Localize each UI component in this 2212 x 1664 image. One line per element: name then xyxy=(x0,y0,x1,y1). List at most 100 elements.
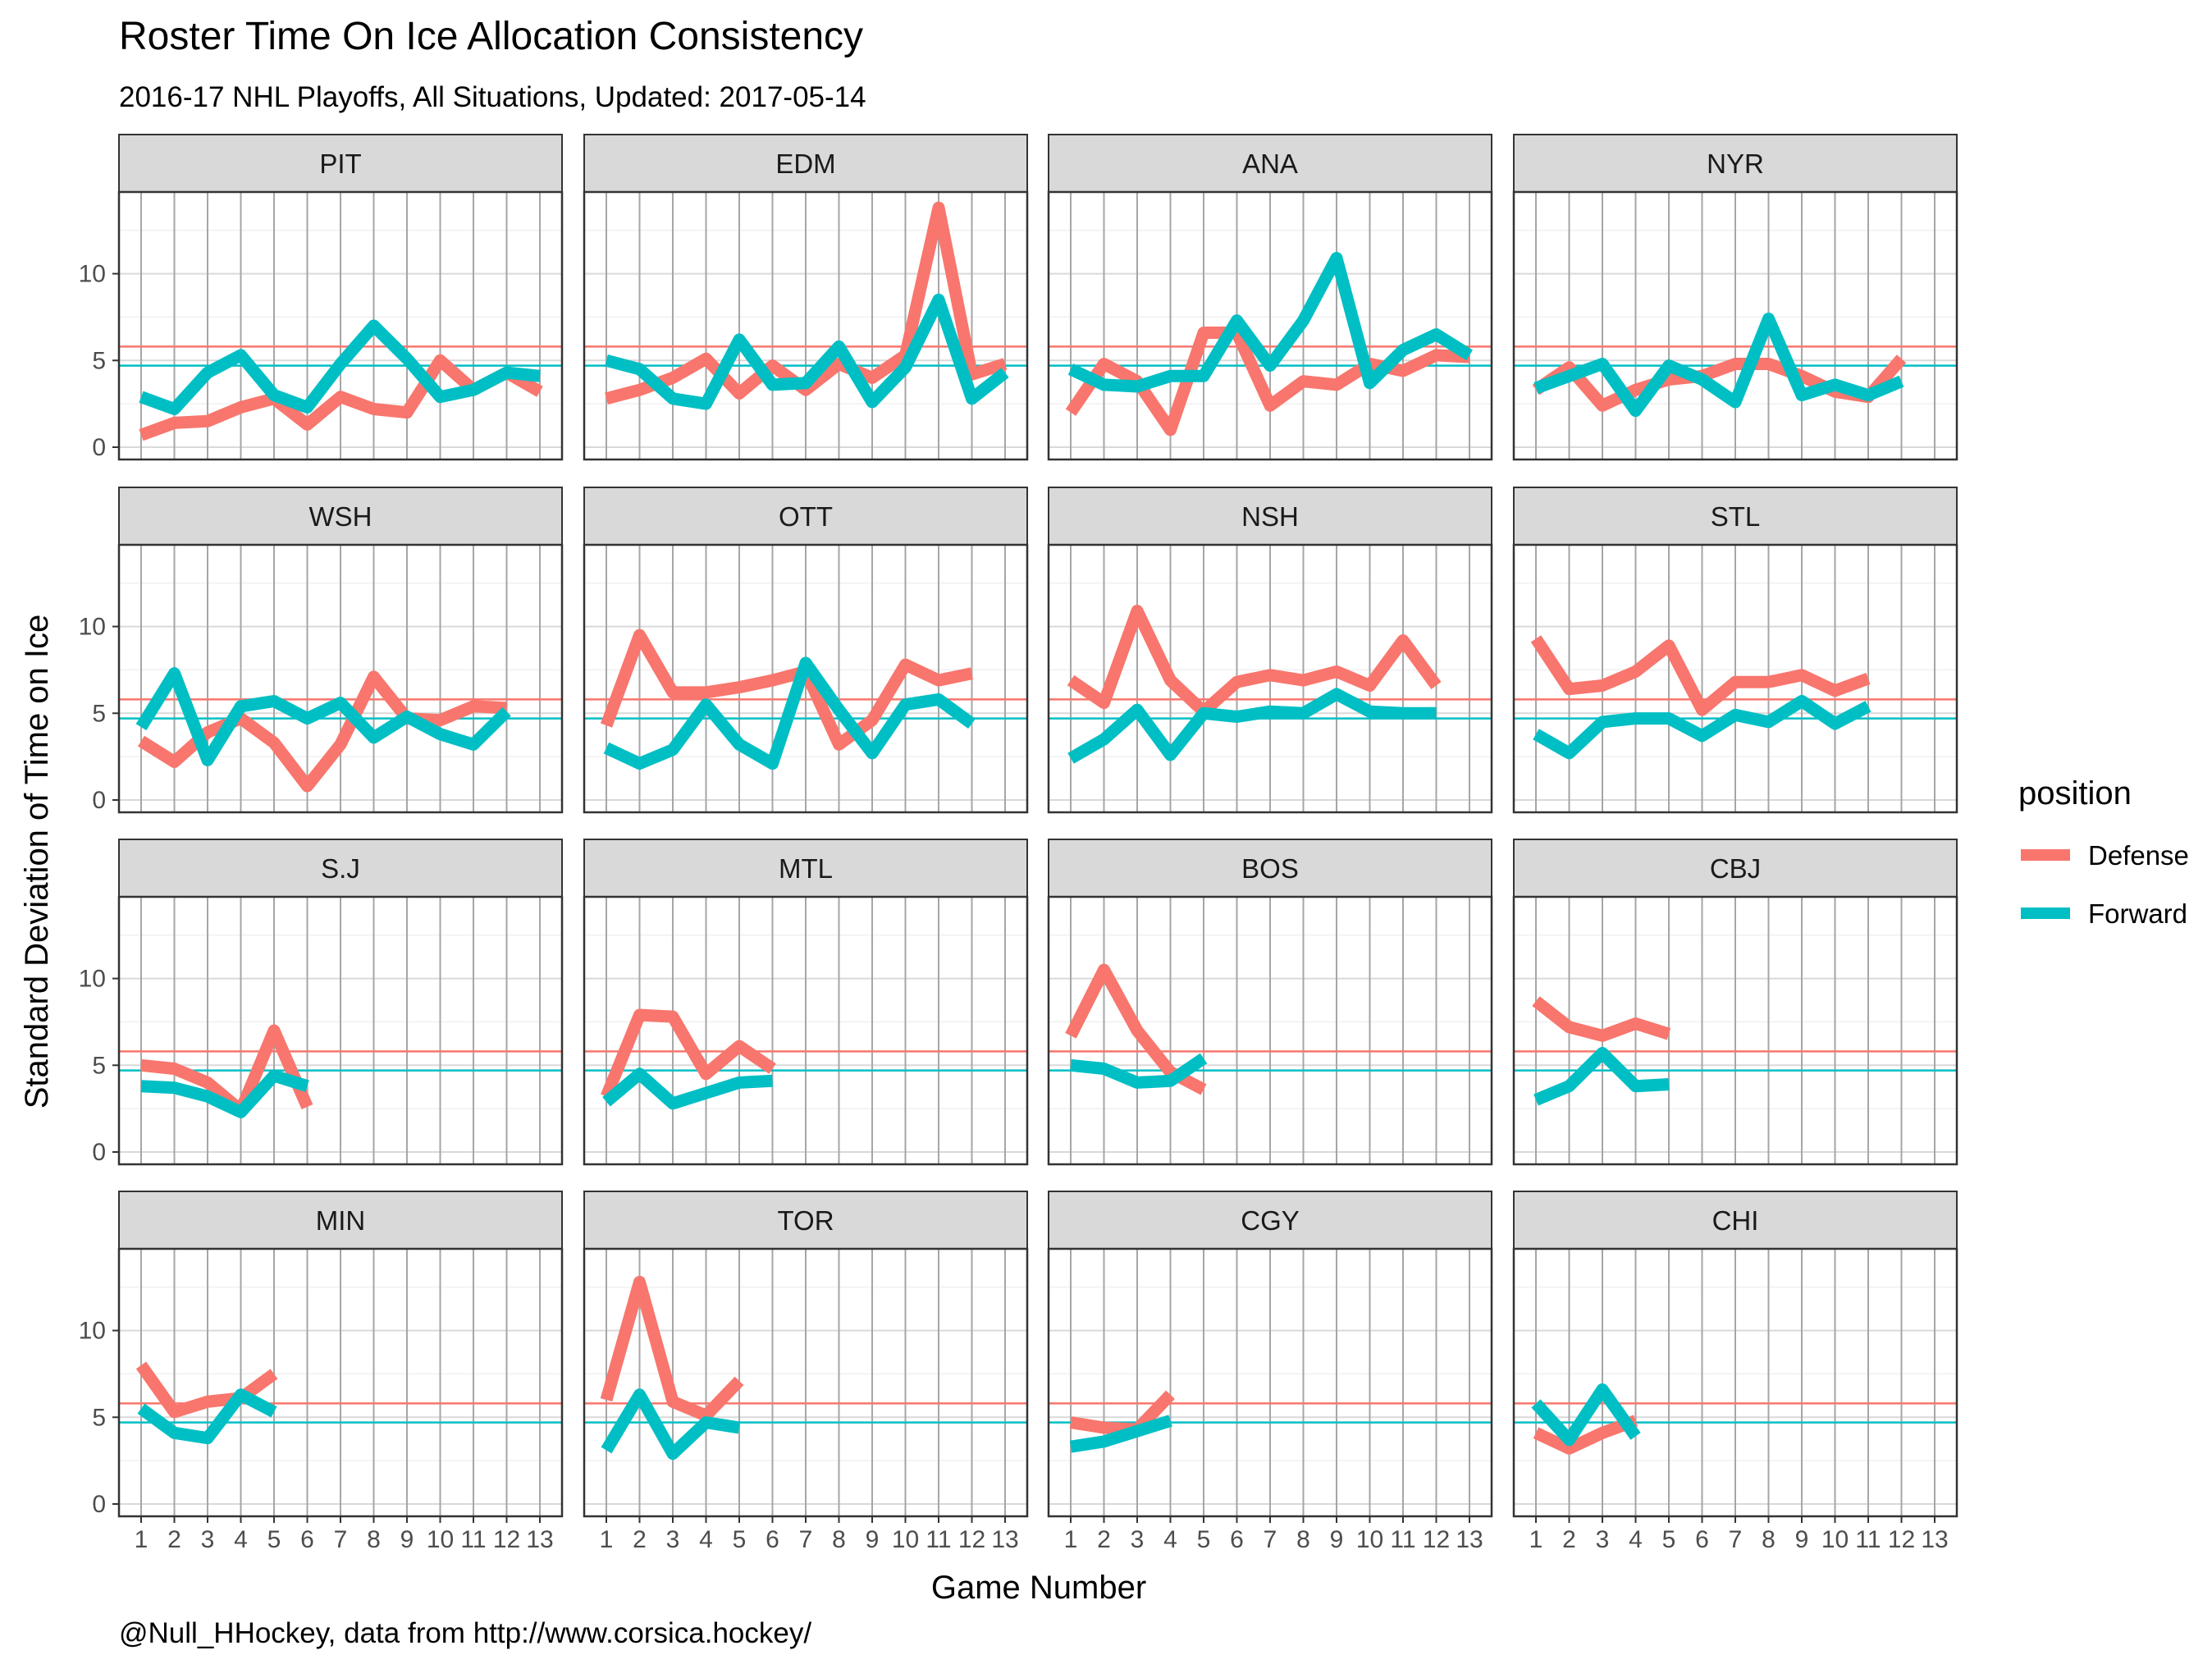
strip-label-chi: CHI xyxy=(1712,1205,1759,1236)
panel-cbj: CBJ xyxy=(1512,839,1958,1166)
legend: position Defense Forward xyxy=(2018,775,2189,929)
series-line-defense-stl xyxy=(1530,635,1871,716)
x-tick-label: 7 xyxy=(1729,1526,1743,1553)
x-tick-label: 8 xyxy=(1296,1526,1310,1553)
x-tick-label: 13 xyxy=(1921,1526,1948,1553)
x-tick-label: 9 xyxy=(1330,1526,1344,1553)
x-tick-label: 12 xyxy=(958,1526,985,1553)
x-tick-label: 11 xyxy=(925,1526,951,1553)
strip-label-nyr: NYR xyxy=(1707,149,1764,179)
strip-label-sj: S.J xyxy=(321,853,360,884)
strip-ana xyxy=(1048,134,1492,193)
strip-nsh xyxy=(1048,487,1492,546)
x-tick-label: 12 xyxy=(1888,1526,1915,1553)
y-tick-label: 10 xyxy=(79,966,106,993)
strip-ott xyxy=(583,487,1028,546)
x-tick-label: 7 xyxy=(799,1526,813,1553)
panel-border xyxy=(1512,543,1958,814)
series-line-forward-cbj xyxy=(1533,1047,1670,1106)
strip-wsh xyxy=(118,487,563,546)
x-tick-label: 2 xyxy=(633,1526,647,1553)
x-tick-label: 1 xyxy=(1064,1526,1078,1553)
series-line-forward-nyr xyxy=(1533,313,1904,418)
x-tick-label: 3 xyxy=(201,1526,215,1553)
y-tick-label: 0 xyxy=(92,787,106,814)
strip-tor xyxy=(583,1191,1028,1250)
x-tick-label: 4 xyxy=(1163,1526,1177,1553)
panel-nsh: NSH xyxy=(1047,487,1493,814)
strip-label-cbj: CBJ xyxy=(1710,853,1761,884)
x-tick-label: 2 xyxy=(167,1526,181,1553)
panel-wsh: WSH 0 5 10 xyxy=(79,487,564,814)
x-tick-label: 5 xyxy=(1662,1526,1676,1553)
legend-label-forward: Forward xyxy=(2088,898,2187,929)
x-tick-label: 5 xyxy=(733,1526,747,1553)
panel-border xyxy=(1512,895,1958,1166)
y-tick-label: 0 xyxy=(92,1139,106,1166)
series-line-defense-min xyxy=(135,1361,278,1419)
x-tick-label: 7 xyxy=(1264,1526,1277,1553)
strip-label-stl: STL xyxy=(1711,501,1761,532)
x-tick-label: 9 xyxy=(1795,1526,1809,1553)
x-tick-label: 4 xyxy=(699,1526,713,1553)
strip-sj xyxy=(118,839,563,898)
panel-border xyxy=(117,895,564,1166)
strip-pit xyxy=(118,134,563,193)
strip-cbj xyxy=(1513,839,1958,898)
x-tick-label: 11 xyxy=(1390,1526,1415,1553)
panel-ana: ANA xyxy=(1047,134,1493,461)
x-tick-label: 6 xyxy=(766,1526,779,1553)
x-tick-label: 13 xyxy=(1456,1526,1483,1553)
series-line-forward-edm xyxy=(605,293,1009,410)
panel-border xyxy=(583,895,1029,1166)
x-tick-label: 11 xyxy=(460,1526,486,1553)
series-line-forward-stl xyxy=(1533,695,1872,760)
series-line-defense-cbj xyxy=(1532,996,1671,1042)
panel-edm: EDM xyxy=(583,134,1029,461)
panel-border xyxy=(583,543,1029,814)
strip-nyr xyxy=(1513,134,1958,193)
y-tick-label: 10 xyxy=(79,614,106,641)
x-axis-title: Game Number xyxy=(931,1570,1146,1606)
x-tick-label: 10 xyxy=(427,1526,454,1553)
panel-pit: PIT 0 5 10 xyxy=(79,134,564,461)
series-line-defense-mtl xyxy=(601,1008,776,1099)
panel-stl: STL xyxy=(1512,487,1958,814)
series-line-defense-ott xyxy=(600,629,974,751)
x-tick-label: 7 xyxy=(334,1526,348,1553)
panel-border xyxy=(1047,190,1493,461)
x-tick-label: 9 xyxy=(400,1526,414,1553)
x-tick-label: 5 xyxy=(1197,1526,1211,1553)
strip-label-nsh: NSH xyxy=(1241,501,1299,532)
x-tick-label: 6 xyxy=(300,1526,314,1553)
chart-caption: @Null_HHockey, data from http://www.cors… xyxy=(119,1617,811,1649)
x-tick-label: 13 xyxy=(526,1526,553,1553)
x-tick-label: 8 xyxy=(367,1526,381,1553)
strip-label-wsh: WSH xyxy=(309,501,372,532)
x-tick-label: 12 xyxy=(493,1526,520,1553)
series-line-forward-bos xyxy=(1070,1053,1208,1089)
series-line-forward-ott xyxy=(603,656,976,770)
strip-stl xyxy=(1513,487,1958,546)
x-tick-label: 3 xyxy=(666,1526,680,1553)
series-line-forward-pit xyxy=(139,319,541,415)
panel-bos: BOS xyxy=(1047,839,1493,1166)
panel-border xyxy=(1512,190,1958,461)
panel-border xyxy=(1047,543,1493,814)
strip-label-tor: TOR xyxy=(777,1205,834,1236)
strip-edm xyxy=(583,134,1028,193)
strip-label-ana: ANA xyxy=(1242,149,1298,179)
series-line-forward-min xyxy=(137,1388,277,1445)
strip-min xyxy=(118,1191,563,1250)
panel-mtl: MTL xyxy=(583,839,1029,1166)
panel-border xyxy=(117,190,564,461)
strip-label-cgy: CGY xyxy=(1241,1205,1300,1236)
legend-title: position xyxy=(2018,775,2132,811)
x-tick-label: 10 xyxy=(892,1526,919,1553)
series-line-forward-tor xyxy=(601,1388,741,1461)
